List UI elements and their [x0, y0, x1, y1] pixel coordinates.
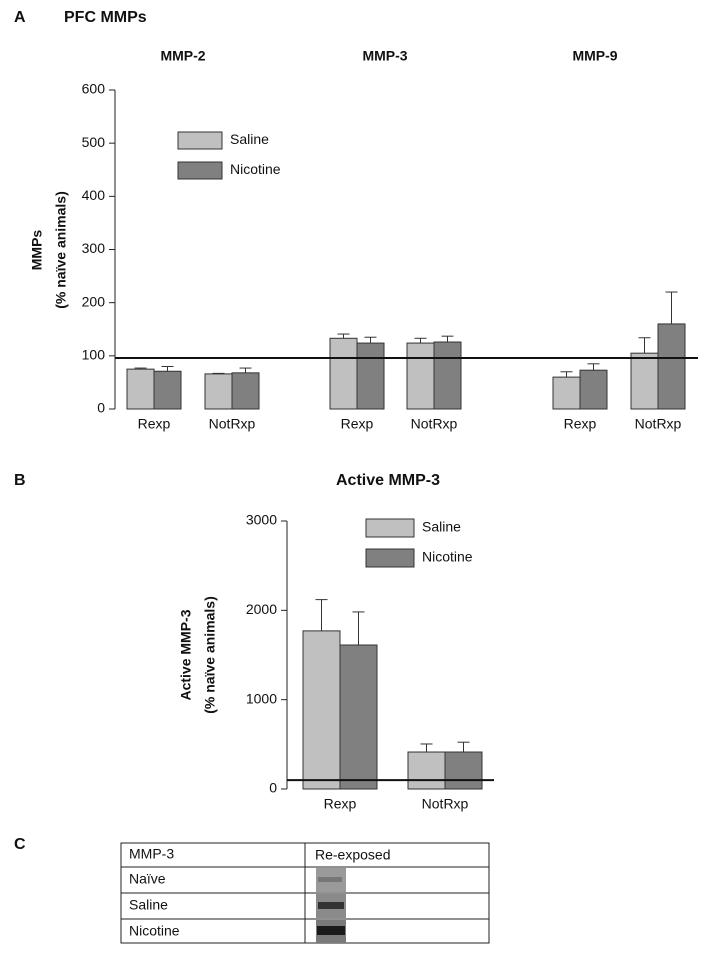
- y-tick-label: 1000: [246, 690, 277, 706]
- x-tick-label: NotRxp: [635, 416, 682, 432]
- legend-swatch: [177, 131, 223, 150]
- bar: [231, 372, 260, 410]
- y-tick-label: 600: [82, 81, 106, 97]
- legend-label: Saline: [422, 519, 461, 535]
- y-axis-label: (% naïve animals): [53, 191, 69, 309]
- blot-band: [318, 877, 342, 882]
- y-tick-label: 0: [97, 400, 105, 416]
- chart-title: PFC MMPs: [64, 9, 147, 26]
- row-label: Saline: [129, 897, 168, 913]
- chart-title: Active MMP-3: [336, 472, 440, 489]
- y-tick-label: 3000: [246, 512, 277, 528]
- y-tick-label: 300: [82, 240, 106, 256]
- bar: [630, 352, 659, 410]
- bar: [204, 373, 233, 410]
- panel-label: C: [14, 836, 26, 853]
- y-tick-label: 400: [82, 187, 106, 203]
- bar: [356, 342, 385, 410]
- legend-swatch: [177, 161, 223, 180]
- x-tick-label: Rexp: [324, 796, 357, 812]
- y-tick-label: 2000: [246, 601, 277, 617]
- y-tick-label: 500: [82, 134, 106, 150]
- x-tick-label: Rexp: [564, 416, 597, 432]
- bar: [302, 630, 341, 790]
- legend-label: Nicotine: [230, 161, 281, 177]
- blot-band: [317, 926, 345, 935]
- group-title: MMP-3: [362, 48, 407, 64]
- bar: [329, 337, 358, 410]
- y-axis-label: MMPs: [29, 230, 45, 271]
- row-label: Nicotine: [129, 923, 180, 939]
- y-tick-label: 0: [269, 780, 277, 796]
- x-tick-label: Rexp: [138, 416, 171, 432]
- bar: [444, 751, 483, 790]
- panel-label: A: [14, 9, 26, 26]
- bar: [552, 376, 581, 410]
- x-tick-label: NotRxp: [209, 416, 256, 432]
- table: MMP-3 Re-exposed Naïve Saline Nicotine: [120, 842, 490, 944]
- legend-label: Nicotine: [422, 549, 473, 565]
- x-tick-label: NotRxp: [411, 416, 458, 432]
- y-tick-label: 100: [82, 347, 106, 363]
- bar: [657, 323, 686, 410]
- bar: [153, 370, 182, 410]
- blot-band: [318, 902, 344, 909]
- bar: [433, 341, 462, 410]
- y-axis-label: Active MMP-3: [178, 609, 194, 700]
- bar: [407, 751, 446, 790]
- x-tick-label: NotRxp: [422, 796, 469, 812]
- bar: [579, 369, 608, 410]
- bar: [126, 368, 155, 410]
- table-header: Re-exposed: [315, 847, 391, 863]
- y-axis-label: (% naïve animals): [202, 596, 218, 714]
- table-header: MMP-3: [129, 846, 174, 862]
- bar: [406, 342, 435, 410]
- y-tick-label: 200: [82, 293, 106, 309]
- x-tick-label: Rexp: [341, 416, 374, 432]
- group-title: MMP-9: [572, 48, 617, 64]
- row-label: Naïve: [129, 871, 166, 887]
- group-title: MMP-2: [160, 48, 205, 64]
- legend-swatch: [365, 548, 415, 568]
- legend-swatch: [365, 518, 415, 538]
- panel-label: B: [14, 472, 26, 489]
- bar: [339, 644, 378, 790]
- legend-label: Saline: [230, 131, 269, 147]
